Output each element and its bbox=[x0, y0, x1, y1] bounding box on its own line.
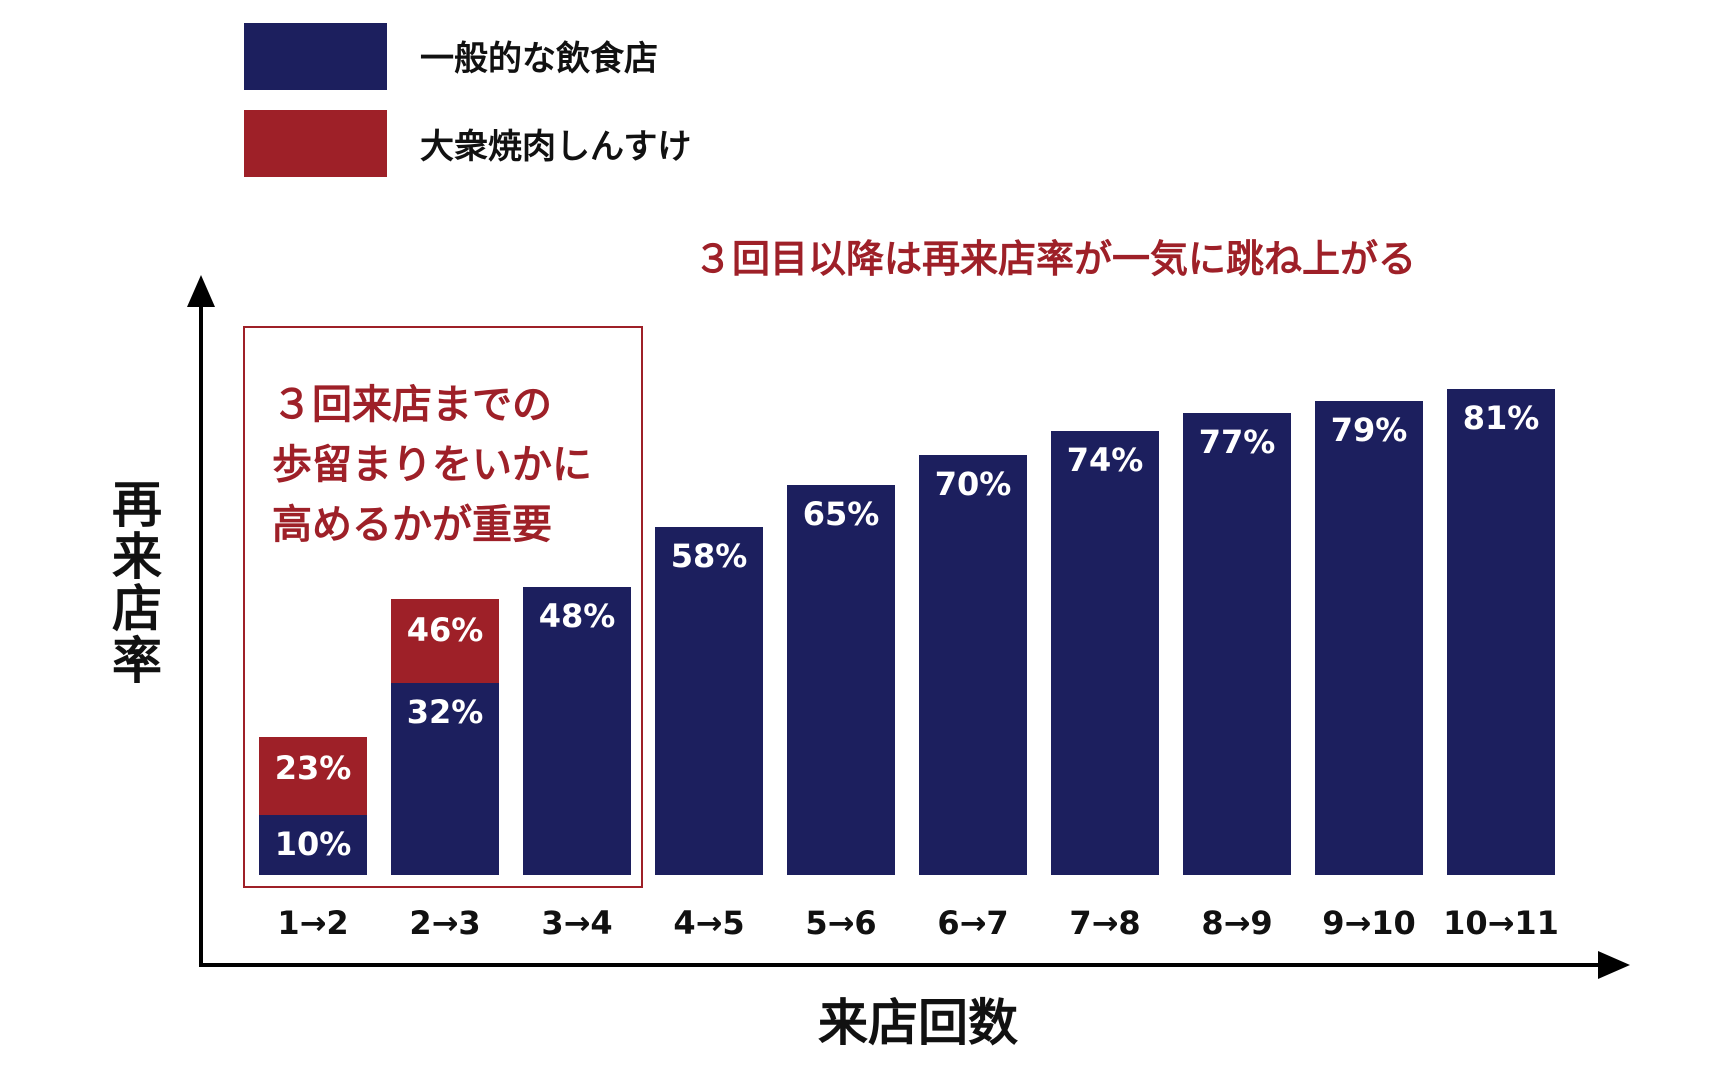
bar-general-2 bbox=[391, 683, 499, 875]
x-tick-label-7: 7→8 bbox=[1069, 904, 1140, 942]
bar-label-general-6: 70% bbox=[935, 465, 1012, 503]
x-tick-label-9: 9→10 bbox=[1322, 904, 1416, 942]
x-tick-label-5: 5→6 bbox=[805, 904, 876, 942]
x-axis-arrow-icon bbox=[1598, 951, 1630, 979]
bar-general-4 bbox=[655, 527, 763, 875]
y-axis-title: 再来店率 bbox=[104, 478, 162, 686]
bar-label-general-5: 65% bbox=[803, 495, 880, 533]
labels-layer: 23% 10% 46% 32% 48% 58% 65% 70% 74% 77% 79% 81% bbox=[275, 399, 1540, 863]
highlight-callout-line-2: 歩留まりをいかに bbox=[272, 442, 592, 488]
x-tick-label-6: 6→7 bbox=[937, 904, 1008, 942]
x-tick-label-1: 1→2 bbox=[277, 904, 348, 942]
x-tick-label-8: 8→9 bbox=[1201, 904, 1272, 942]
headline-callout: ３回目以降は再来店率が一気に跳ね上がる bbox=[694, 237, 1416, 281]
x-tick-label-10: 10→11 bbox=[1443, 904, 1559, 942]
legend-label-general: 一般的な飲食店 bbox=[420, 39, 658, 79]
bar-label-general-4: 58% bbox=[671, 537, 748, 575]
x-tick-labels: 1→2 2→3 3→4 4→5 5→6 6→7 7→8 8→9 9→10 10→11 bbox=[277, 904, 1559, 942]
bar-general-6 bbox=[919, 455, 1027, 875]
highlight-callout-line-3: 高めるかが重要 bbox=[272, 502, 552, 548]
bar-general-1 bbox=[259, 815, 367, 875]
bar-general-5 bbox=[787, 485, 895, 875]
bar-general-7 bbox=[1051, 431, 1159, 875]
highlight-box bbox=[243, 326, 643, 888]
bar-label-general-2: 32% bbox=[407, 693, 484, 731]
x-axis-title: 来店回数 bbox=[818, 994, 1018, 1052]
legend: 一般的な飲食店 大衆焼肉しんすけ bbox=[244, 23, 691, 177]
legend-label-shinsuke: 大衆焼肉しんすけ bbox=[420, 127, 691, 167]
bar-label-general-1: 10% bbox=[275, 825, 352, 863]
highlight-callout-line-1: ３回来店までの bbox=[272, 382, 552, 428]
bar-label-general-10: 81% bbox=[1463, 399, 1540, 437]
bar-label-shinsuke-1: 23% bbox=[275, 749, 352, 787]
bar-label-shinsuke-2: 46% bbox=[407, 611, 484, 649]
bar-label-general-9: 79% bbox=[1331, 411, 1408, 449]
bars-layer bbox=[259, 389, 1555, 875]
bar-general-9 bbox=[1315, 401, 1423, 875]
x-tick-label-4: 4→5 bbox=[673, 904, 744, 942]
x-tick-label-3: 3→4 bbox=[541, 904, 612, 942]
bar-label-general-7: 74% bbox=[1067, 441, 1144, 479]
bar-label-general-3: 48% bbox=[539, 597, 616, 635]
x-tick-label-2: 2→3 bbox=[409, 904, 480, 942]
bar-general-3 bbox=[523, 587, 631, 875]
legend-swatch-shinsuke bbox=[244, 110, 387, 177]
y-axis-arrow-icon bbox=[187, 275, 215, 307]
bar-general-10 bbox=[1447, 389, 1555, 875]
bar-label-general-8: 77% bbox=[1199, 423, 1276, 461]
legend-swatch-general bbox=[244, 23, 387, 90]
bar-general-8 bbox=[1183, 413, 1291, 875]
